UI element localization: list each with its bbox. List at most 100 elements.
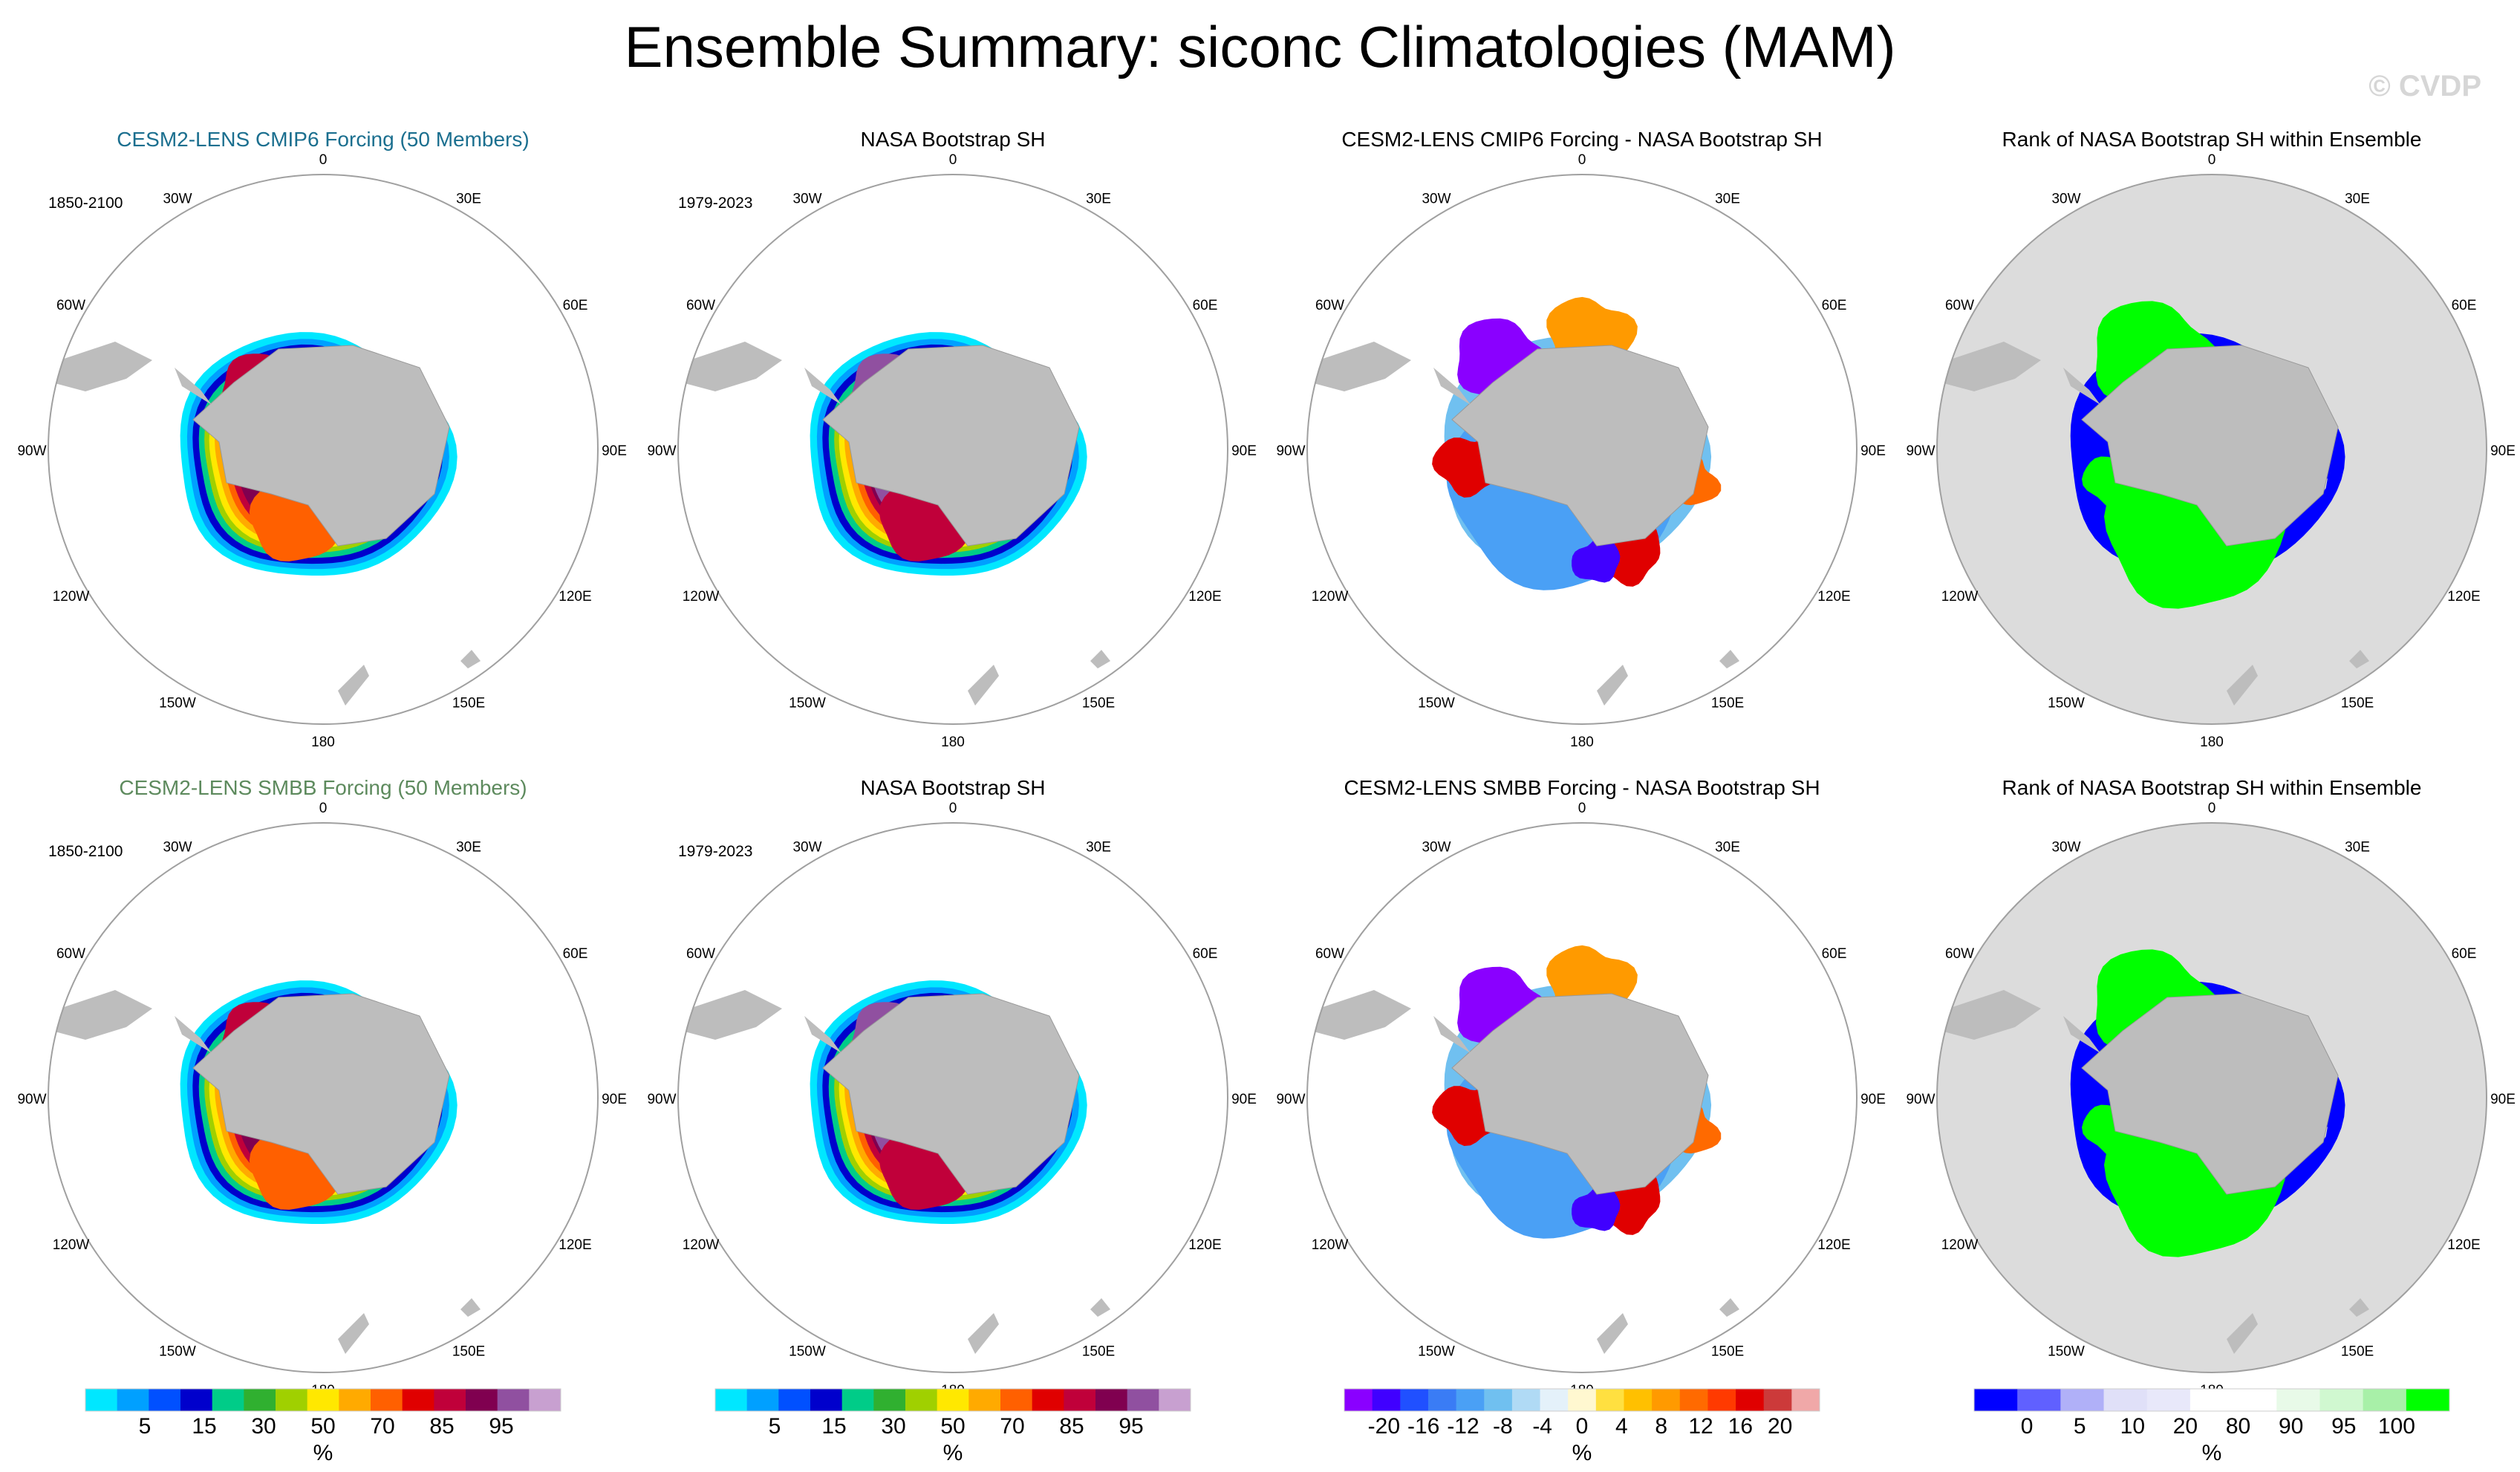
colorbar-tick-label: 10: [2120, 1414, 2145, 1439]
conc-colorbar: 5 15 30 50 70 85 95%: [714, 1388, 1191, 1465]
south-america-land: [52, 342, 152, 391]
lon-label: 90E: [2490, 443, 2516, 459]
colorbar-tick-label: 0: [1576, 1414, 1589, 1439]
conc-colorbar: 5 15 30 50 70 85 95%: [85, 1388, 561, 1465]
lon-label: 90E: [1231, 1092, 1257, 1107]
lon-label: 30W: [1422, 192, 1451, 207]
lon-label: 90E: [602, 1092, 627, 1107]
lon-label: 60W: [686, 298, 715, 313]
colorbar-tick-label: 5: [2074, 1414, 2086, 1439]
lon-label: 30E: [456, 840, 481, 856]
colorbar-swatch: [2276, 1389, 2320, 1411]
colorbar-tick-label: 85: [429, 1414, 454, 1439]
map-border: [48, 174, 599, 725]
colorbar-tick-label: 90: [2279, 1414, 2303, 1439]
antarctica-land: [192, 993, 450, 1195]
new-zealand-land: [338, 1313, 369, 1354]
colorbar-swatch: [1000, 1389, 1033, 1411]
panel-title: NASA Bootstrap SH: [860, 776, 1045, 799]
lon-label: 30W: [2051, 192, 2080, 207]
lon-label: 60W: [1945, 946, 1974, 962]
colorbar-swatch: [1595, 1389, 1624, 1411]
lon-label: 60E: [1193, 946, 1218, 962]
lon-label: 120W: [1312, 589, 1349, 605]
colorbar-swatch: [244, 1389, 276, 1411]
colorbar-tick-label: 50: [940, 1414, 965, 1439]
colorbar-tick-label: 70: [370, 1414, 394, 1439]
colorbar-tick-label: -16: [1407, 1414, 1439, 1439]
lon-label: 150W: [1418, 1344, 1455, 1359]
panel-title: CESM2-LENS SMBB Forcing (50 Members): [119, 776, 527, 799]
colorbar-swatch: [371, 1389, 403, 1411]
lon-label: 30W: [1422, 840, 1451, 856]
colorbar-swatch: [968, 1389, 1001, 1411]
period-label: 1850-2100: [48, 843, 123, 860]
lon-label: 0: [2208, 801, 2216, 816]
antarctica-land: [192, 345, 450, 547]
lon-label: 120W: [1941, 1237, 1979, 1253]
colorbar-swatch: [937, 1389, 969, 1411]
colorbar-tick-label: -4: [1532, 1414, 1552, 1439]
colorbar-frame: [1344, 1388, 1820, 1412]
peninsula-land: [1433, 1016, 1471, 1053]
colorbar-tick-label: 12: [1688, 1414, 1713, 1439]
colorbar-swatch: [2363, 1389, 2407, 1411]
colorbar-tick-label: 30: [881, 1414, 905, 1439]
colorbar-swatch: [2017, 1389, 2061, 1411]
colorbar-tick-label: 95: [1119, 1414, 1143, 1439]
lon-label: 30E: [456, 192, 481, 207]
colorbar-swatch: [117, 1389, 149, 1411]
new-zealand-land: [968, 665, 999, 706]
antarctica-land: [2081, 345, 2339, 547]
colorbar-swatch: [715, 1389, 748, 1411]
peninsula-land: [804, 368, 841, 405]
peninsula-land: [804, 1016, 841, 1053]
lon-label: 60E: [563, 946, 588, 962]
colorbar-tick-label: 95: [489, 1414, 513, 1439]
colorbar-frame: [714, 1388, 1191, 1412]
lon-label: 30E: [2345, 192, 2370, 207]
colorbar-units: %: [943, 1441, 963, 1465]
colorbar-swatch: [149, 1389, 181, 1411]
colorbar-swatch: [276, 1389, 308, 1411]
panel-title: CESM2-LENS SMBB Forcing - NASA Bootstrap…: [1344, 776, 1820, 799]
colorbar-swatch: [1400, 1389, 1429, 1411]
colorbar-swatch: [1568, 1389, 1597, 1411]
lon-label: 60E: [1822, 946, 1847, 962]
lon-label: 150E: [1082, 1344, 1115, 1359]
colorbar-swatch: [1064, 1389, 1096, 1411]
colorbar-tick-label: 5: [769, 1414, 781, 1439]
south-america-land: [682, 990, 782, 1040]
tasmania-land: [1090, 650, 1110, 668]
map-panel: Rank of NASA Bootstrap SH within Ensembl…: [1906, 128, 2515, 750]
lon-label: 0: [319, 801, 328, 816]
map-panel: CESM2-LENS SMBB Forcing (50 Members) 0 30E…: [17, 776, 626, 1398]
lon-label: 60W: [56, 298, 85, 313]
new-zealand-land: [338, 665, 369, 706]
lon-label: 150E: [2341, 695, 2374, 711]
colorbar-swatch: [2406, 1389, 2450, 1411]
colorbar-swatch: [466, 1389, 498, 1411]
rank-colorbar: 0 5 10 20 80 90 95 100%: [1973, 1388, 2450, 1465]
south-america-land: [1311, 342, 1411, 391]
lon-label: 60E: [1822, 298, 1847, 313]
lon-label: 90E: [1231, 443, 1257, 459]
colorbar-tick-label: 95: [2331, 1414, 2356, 1439]
lon-label: 0: [319, 152, 328, 168]
diff-neg: [1572, 1185, 1621, 1231]
lon-label: 30W: [163, 192, 192, 207]
colorbar-tick-label: 20: [1768, 1414, 1792, 1439]
lon-label: 150E: [1082, 695, 1115, 711]
colorbar-tick-label: 85: [1059, 1414, 1084, 1439]
peninsula-land: [175, 368, 212, 405]
lon-label: 120W: [683, 589, 720, 605]
colorbar-swatch: [841, 1389, 874, 1411]
panel-title: CESM2-LENS CMIP6 Forcing - NASA Bootstra…: [1341, 128, 1822, 151]
colorbar-swatch: [905, 1389, 938, 1411]
lon-label: 90E: [1860, 1092, 1886, 1107]
colorbar-swatch: [1679, 1389, 1708, 1411]
lon-label: 120W: [683, 1237, 720, 1253]
lon-label: 90W: [1276, 1092, 1305, 1107]
colorbar-swatch: [2189, 1389, 2234, 1411]
colorbar-units: %: [2202, 1441, 2222, 1465]
